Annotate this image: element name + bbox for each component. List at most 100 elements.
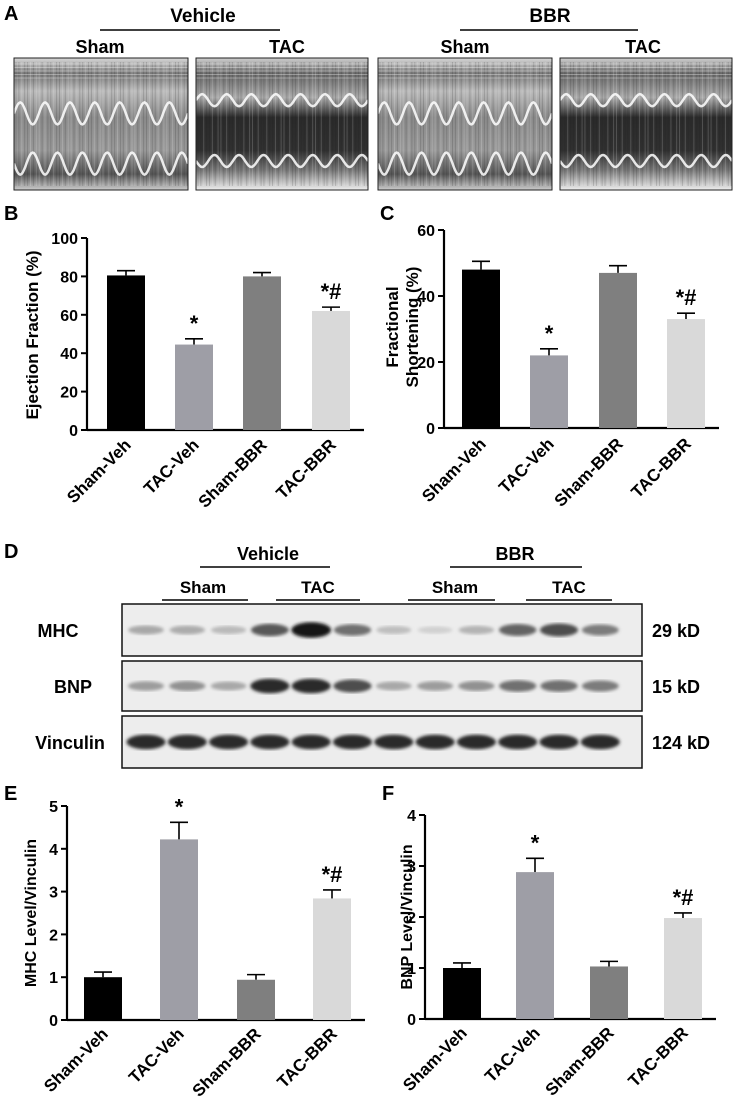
echo-wall-line xyxy=(12,101,190,126)
blot-band xyxy=(581,624,619,636)
y-tick-label: 2 xyxy=(49,927,58,944)
significance-mark: * xyxy=(175,794,184,819)
x-tick-label: Sham-Veh xyxy=(418,434,490,506)
x-tick-label: TAC-Veh xyxy=(495,434,558,497)
y-tick-label: 5 xyxy=(49,799,58,816)
blot-band xyxy=(540,680,578,692)
blot-size: 15 kD xyxy=(652,677,700,697)
y-tick-label: 80 xyxy=(60,269,78,286)
blot-band xyxy=(332,734,373,750)
blot-row-bnp: BNP 15 kD xyxy=(54,660,700,712)
blot-band xyxy=(499,680,537,692)
y-tick-label: 20 xyxy=(417,355,435,372)
blot-label: MHC xyxy=(38,621,79,641)
panel-a-letter: A xyxy=(4,3,18,25)
y-tick-label: 40 xyxy=(60,346,78,363)
echo-wall-line xyxy=(194,92,370,108)
y-tick-label: 1 xyxy=(407,961,416,978)
echo-wall-line xyxy=(558,92,734,108)
y-tick-label: 100 xyxy=(51,231,78,248)
y-tick-label: 1 xyxy=(49,970,58,987)
panel-d-group-bbr: BBR xyxy=(496,544,535,564)
blot-band xyxy=(456,734,496,750)
y-tick-label: 3 xyxy=(407,859,416,876)
blot-band xyxy=(498,734,538,750)
x-tick-label: Sham-BBR xyxy=(195,435,271,511)
blot-row-mhc: MHC 29 kD xyxy=(38,603,700,657)
bar-tac-bbr xyxy=(313,898,351,1020)
blot-row-vinculin: Vinculin 124 kD xyxy=(35,715,710,769)
y-axis-label: FractionalShortening (%) xyxy=(383,267,422,388)
blot-band xyxy=(128,625,164,635)
blot-band xyxy=(375,681,412,691)
panel-d-letter: D xyxy=(4,541,18,563)
x-tick-label: TAC-BBR xyxy=(273,435,340,502)
y-tick-label: 0 xyxy=(69,423,78,440)
blot-band xyxy=(581,680,619,692)
bar-tac-bbr xyxy=(312,310,350,430)
blot-band xyxy=(291,622,332,638)
panel-f-letter: F xyxy=(382,783,394,805)
y-tick-label: 2 xyxy=(407,910,416,927)
x-tick-label: TAC-BBR xyxy=(628,434,695,501)
blot-band xyxy=(291,678,331,694)
panel-d-group-vehicle: Vehicle xyxy=(237,544,299,564)
y-axis-label: MHC Level/Vinculin xyxy=(23,839,40,987)
x-tick-label: Sham-Veh xyxy=(40,1024,112,1096)
echo-border xyxy=(195,57,369,191)
panel-a-group-bbr: BBR xyxy=(529,6,570,27)
panel-b-letter: B xyxy=(4,203,18,225)
blot-band xyxy=(458,681,495,691)
panel-d-subgroup-1: TAC xyxy=(301,578,335,597)
x-tick-label: Sham-BBR xyxy=(551,434,627,510)
echo-wall-line xyxy=(558,153,734,169)
y-tick-label: 0 xyxy=(49,1013,58,1030)
y-axis-label: BNP Level/Vinculin xyxy=(399,844,416,989)
y-tick-label: 0 xyxy=(426,421,435,438)
blot-band xyxy=(458,625,495,635)
panel-a-label-3: TAC xyxy=(625,37,661,57)
bar-sham-bbr xyxy=(243,276,281,430)
panel-a-label-2: Sham xyxy=(440,37,489,57)
bar-sham-veh xyxy=(107,275,145,430)
y-tick-label: 60 xyxy=(417,223,435,240)
bar-tac-veh xyxy=(530,355,568,428)
y-tick-label: 4 xyxy=(49,842,58,859)
blot-band xyxy=(291,734,331,750)
y-tick-label: 20 xyxy=(60,385,78,402)
bar-sham-bbr xyxy=(237,979,275,1020)
blot-band xyxy=(539,734,579,750)
blot-band xyxy=(539,623,579,637)
bar-tac-veh xyxy=(516,872,554,1019)
blot-band xyxy=(415,734,455,750)
blot-band xyxy=(250,734,290,750)
blot-band xyxy=(167,734,207,750)
blot-band xyxy=(250,678,290,694)
echo-wall-line xyxy=(376,151,554,176)
x-tick-label: TAC-Veh xyxy=(481,1023,544,1086)
y-tick-label: 4 xyxy=(407,808,416,825)
panel-d-subgroup-3: TAC xyxy=(552,578,586,597)
significance-mark: * xyxy=(531,830,540,855)
bar-sham-bbr xyxy=(599,272,637,428)
y-tick-label: 3 xyxy=(49,885,58,902)
bar-sham-veh xyxy=(462,269,500,428)
x-tick-label: TAC-Veh xyxy=(140,435,203,498)
bar-tac-veh xyxy=(160,839,198,1020)
echo-image-0 xyxy=(12,57,190,191)
blot-band xyxy=(209,734,249,750)
blot-band xyxy=(417,626,453,634)
significance-mark: *# xyxy=(676,285,697,310)
panel-e-letter: E xyxy=(4,783,17,805)
echo-border xyxy=(559,57,733,191)
y-axis-label-line2: Shortening (%) xyxy=(403,267,422,388)
blot-band xyxy=(374,734,414,750)
significance-mark: *# xyxy=(322,862,343,887)
x-tick-label: Sham-Veh xyxy=(399,1023,471,1095)
echo-image-1 xyxy=(194,57,370,191)
echo-wall-line xyxy=(194,153,370,169)
echo-wall-line xyxy=(12,151,190,176)
echo-border xyxy=(377,57,553,191)
blot-band xyxy=(210,625,247,635)
